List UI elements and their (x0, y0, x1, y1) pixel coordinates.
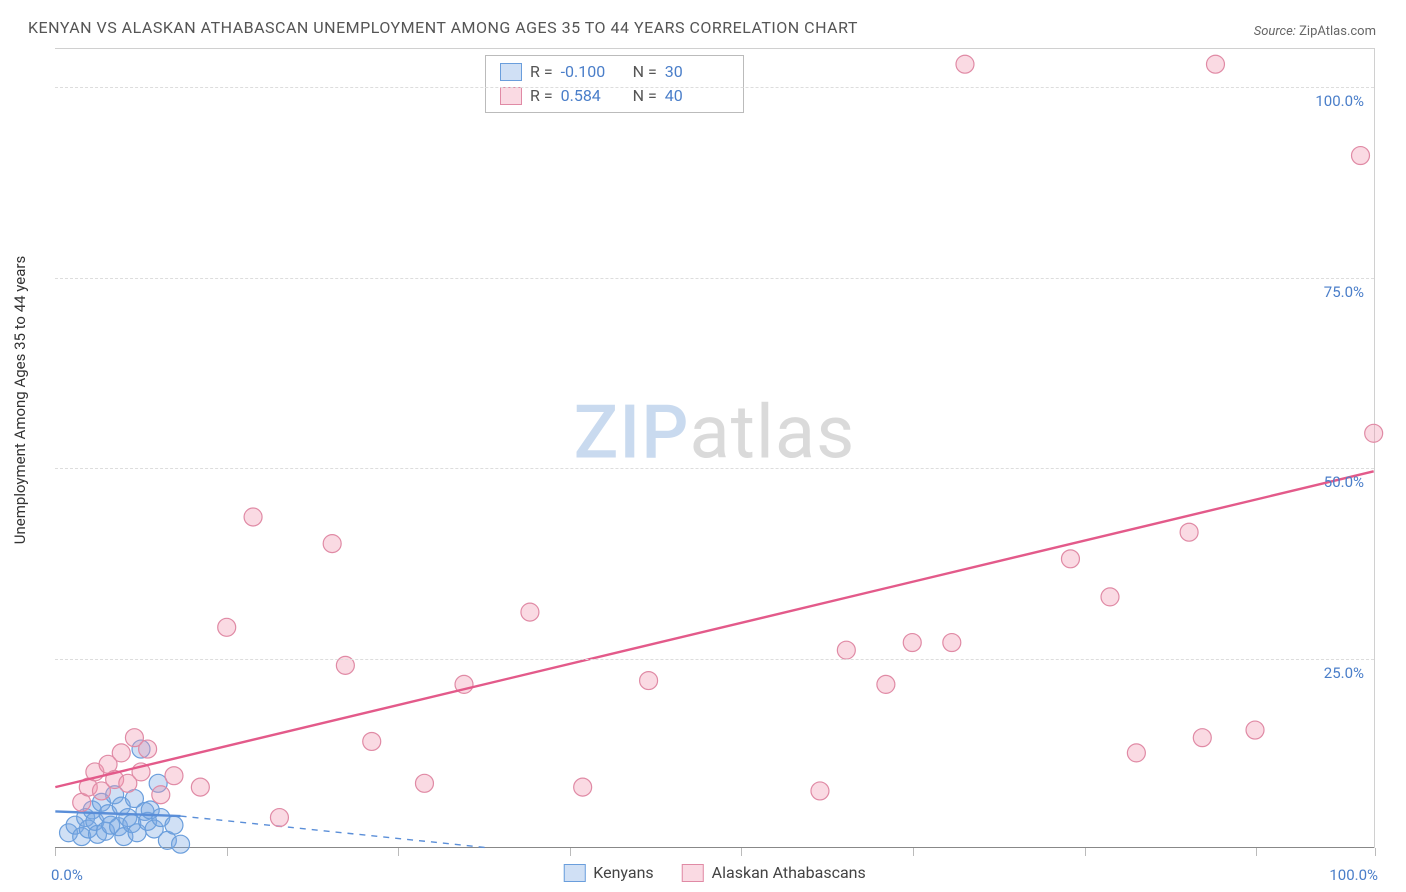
scatter-point (165, 767, 183, 785)
scatter-point (112, 744, 130, 762)
scatter-point (244, 508, 262, 526)
n-label: N = (633, 60, 657, 84)
n-value-kenyans: 30 (665, 60, 729, 84)
source-name: ZipAtlas.com (1299, 24, 1376, 39)
y-tick-label: 25.0% (1324, 664, 1364, 682)
scatter-point (1180, 523, 1198, 541)
scatter-plot-svg (55, 49, 1374, 848)
legend-swatch-athabascans (682, 864, 704, 882)
scatter-point (903, 634, 921, 652)
scatter-point (640, 672, 658, 690)
gridline-h (55, 468, 1374, 469)
chart-area: ZIPatlas R = -0.100 N = 30 R = 0.584 N =… (55, 48, 1375, 848)
swatch-athabascans (500, 87, 522, 105)
scatter-point (943, 634, 961, 652)
scatter-point (837, 641, 855, 659)
x-tick (398, 848, 399, 856)
x-max-label: 100.0% (1329, 866, 1378, 884)
scatter-point (218, 618, 236, 636)
y-tick-label: 75.0% (1324, 283, 1364, 301)
scatter-point (363, 732, 381, 750)
x-tick (570, 848, 571, 856)
scatter-point (165, 816, 183, 834)
y-tick-label: 100.0% (1315, 92, 1364, 110)
scatter-point (1193, 729, 1211, 747)
legend-item-kenyans: Kenyans (563, 863, 653, 882)
scatter-point (1127, 744, 1145, 762)
stats-legend-box: R = -0.100 N = 30 R = 0.584 N = 40 (485, 55, 744, 113)
scatter-point (323, 535, 341, 553)
source-attribution: Source: ZipAtlas.com (1254, 24, 1376, 39)
r-value-kenyans: -0.100 (561, 60, 625, 84)
legend-swatch-kenyans (563, 864, 585, 882)
scatter-point (270, 809, 288, 827)
legend-label-athabascans: Alaskan Athabascans (712, 863, 866, 882)
y-tick-label: 50.0% (1324, 473, 1364, 491)
scatter-point (1352, 147, 1370, 165)
stats-row-kenyans: R = -0.100 N = 30 (500, 60, 729, 84)
legend-label-kenyans: Kenyans (593, 863, 653, 882)
chart-title: KENYAN VS ALASKAN ATHABASCAN UNEMPLOYMEN… (28, 18, 858, 37)
scatter-point (1061, 550, 1079, 568)
gridline-h (55, 278, 1374, 279)
trend-line-dashed (181, 816, 491, 848)
scatter-point (574, 778, 592, 796)
scatter-point (877, 675, 895, 693)
gridline-h (55, 87, 1374, 88)
scatter-point (415, 774, 433, 792)
scatter-point (172, 835, 190, 853)
scatter-point (521, 603, 539, 621)
x-tick (1375, 848, 1376, 856)
scatter-point (191, 778, 209, 796)
scatter-point (956, 55, 974, 73)
swatch-kenyans (500, 63, 522, 81)
legend-bottom: Kenyans Alaskan Athabascans (563, 863, 865, 882)
scatter-point (1365, 424, 1383, 442)
source-prefix: Source: (1254, 24, 1299, 39)
x-tick (1085, 848, 1086, 856)
scatter-point (811, 782, 829, 800)
x-tick (55, 848, 56, 856)
x-tick (741, 848, 742, 856)
scatter-point (1246, 721, 1264, 739)
x-tick (227, 848, 228, 856)
x-tick (913, 848, 914, 856)
x-tick (1256, 848, 1257, 856)
scatter-point (1206, 55, 1224, 73)
scatter-point (1101, 588, 1119, 606)
r-label: R = (530, 60, 553, 84)
gridline-h (55, 659, 1374, 660)
y-axis-label: Unemployment Among Ages 35 to 44 years (11, 256, 29, 544)
scatter-point (152, 786, 170, 804)
scatter-point (139, 740, 157, 758)
x-origin-label: 0.0% (51, 866, 83, 884)
legend-item-athabascans: Alaskan Athabascans (682, 863, 866, 882)
